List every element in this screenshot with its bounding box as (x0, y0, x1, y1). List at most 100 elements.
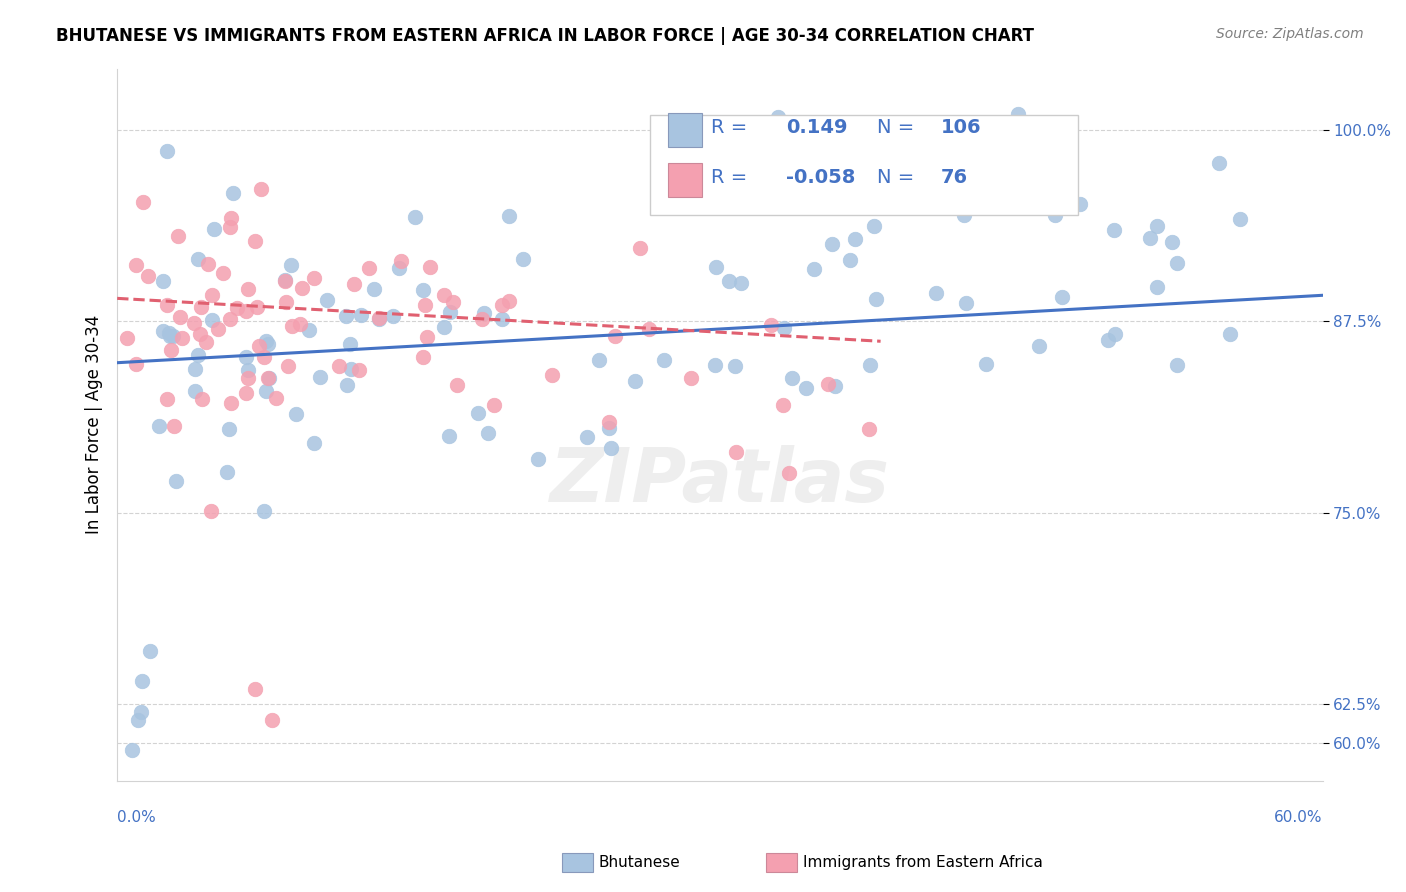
Point (588, 353, 610, 368)
Point (1166, 358, 1188, 372)
Point (704, 358, 727, 372)
Point (363, 282, 385, 296)
Point (858, 422, 880, 436)
Point (125, 357, 148, 371)
FancyBboxPatch shape (668, 162, 702, 197)
Point (962, 195, 984, 210)
Point (125, 258, 148, 272)
Point (1045, 209, 1067, 223)
Point (247, 339, 270, 353)
Point (433, 288, 456, 302)
Point (156, 298, 179, 312)
Text: BHUTANESE VS IMMIGRANTS FROM EASTERN AFRICA IN LABOR FORCE | AGE 30-34 CORRELATI: BHUTANESE VS IMMIGRANTS FROM EASTERN AFR… (56, 27, 1035, 45)
Point (724, 445, 747, 459)
Point (218, 422, 240, 436)
Point (471, 312, 494, 326)
Text: N =: N = (876, 118, 914, 137)
Point (238, 363, 260, 377)
Point (316, 293, 339, 307)
Point (498, 209, 520, 223)
Point (772, 398, 794, 412)
Point (288, 317, 311, 331)
Point (183, 316, 205, 330)
Point (388, 260, 411, 275)
Point (512, 252, 534, 267)
Point (212, 267, 235, 281)
Point (132, 195, 155, 210)
Point (679, 370, 702, 384)
Point (357, 261, 380, 276)
Point (527, 452, 550, 467)
Text: Source: ZipAtlas.com: Source: ZipAtlas.com (1216, 27, 1364, 41)
Point (235, 303, 257, 318)
Point (412, 350, 434, 364)
Point (1050, 290, 1073, 304)
Point (437, 428, 460, 442)
Point (803, 261, 825, 276)
Text: ZIPatlas: ZIPatlas (550, 445, 890, 518)
Point (673, 145, 696, 160)
Point (129, 705, 152, 719)
Point (195, 334, 218, 349)
Text: N =: N = (876, 168, 914, 187)
Point (280, 258, 302, 272)
Point (170, 330, 193, 344)
Point (768, 110, 790, 124)
Point (201, 313, 224, 327)
Point (654, 352, 676, 367)
Point (136, 268, 159, 283)
Point (1007, 107, 1029, 121)
Point (599, 441, 621, 455)
Point (404, 210, 426, 224)
Point (1097, 333, 1119, 347)
Point (347, 363, 370, 377)
Point (761, 164, 783, 178)
Point (959, 117, 981, 131)
Point (160, 343, 183, 357)
Point (127, 713, 149, 727)
FancyBboxPatch shape (668, 112, 702, 147)
Point (221, 186, 243, 200)
Point (817, 377, 839, 392)
Point (266, 392, 288, 406)
Point (243, 682, 266, 697)
Point (863, 219, 886, 234)
Point (183, 362, 205, 376)
Point (257, 370, 280, 384)
Point (202, 222, 225, 236)
Point (156, 392, 179, 406)
Point (1208, 156, 1230, 170)
Point (236, 371, 259, 385)
Point (191, 392, 214, 406)
Point (1146, 219, 1168, 234)
Point (368, 312, 391, 326)
Point (441, 295, 464, 310)
Text: 0.0%: 0.0% (117, 810, 156, 824)
Point (328, 359, 350, 373)
Point (335, 309, 357, 323)
Point (433, 319, 456, 334)
Text: -0.058: -0.058 (786, 168, 856, 187)
Point (824, 379, 846, 393)
Point (162, 328, 184, 343)
Point (219, 211, 242, 225)
Point (1028, 339, 1050, 353)
Point (924, 285, 946, 300)
Point (188, 327, 211, 342)
Point (254, 384, 277, 399)
Point (219, 311, 242, 326)
Point (416, 330, 439, 344)
Point (541, 368, 564, 383)
Point (207, 322, 229, 336)
Point (368, 311, 391, 326)
Point (794, 381, 817, 395)
Point (187, 252, 209, 266)
Point (291, 281, 314, 295)
Point (467, 406, 489, 420)
Point (253, 504, 276, 518)
Point (1139, 231, 1161, 245)
Point (169, 310, 191, 324)
Point (152, 274, 174, 288)
Point (953, 208, 976, 222)
Point (253, 350, 276, 364)
